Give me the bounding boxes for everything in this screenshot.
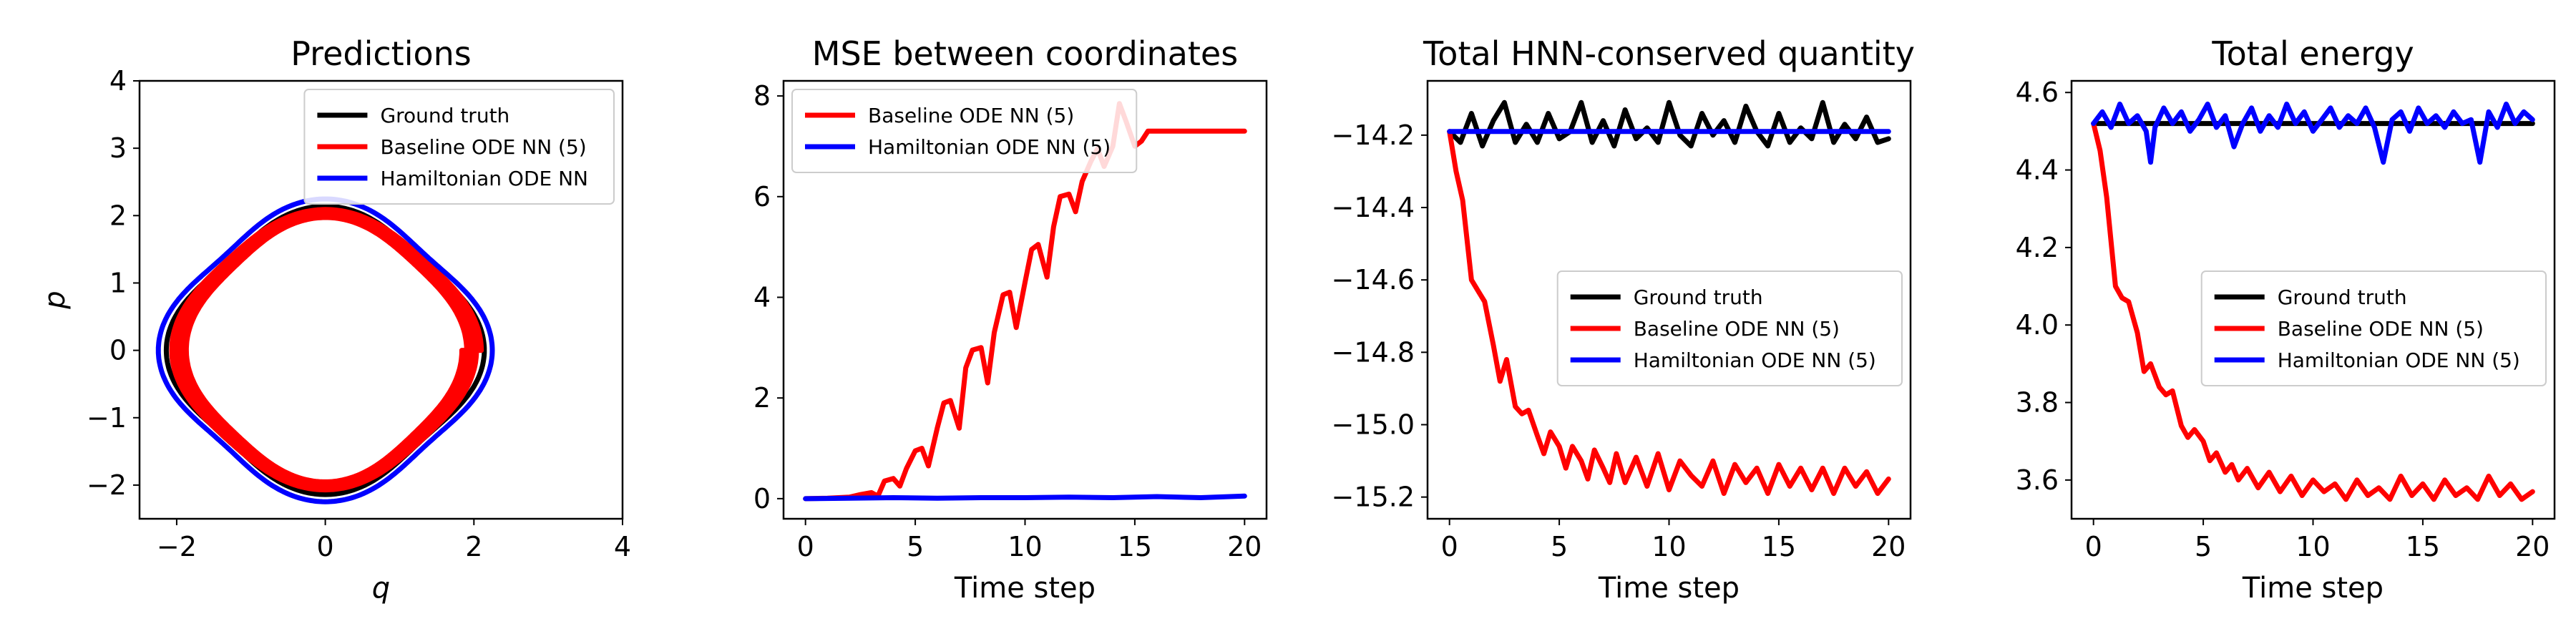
- x-tick-label: 20: [1871, 531, 1906, 562]
- chart-title: Total HNN-conserved quantity: [1423, 34, 1915, 73]
- chart-panel-3: Total HNN-conserved quantity 0 5 10 15 20 −15.…: [1332, 34, 1915, 605]
- chart-title: MSE between coordinates: [812, 34, 1238, 73]
- x-tick-label: 5: [907, 531, 924, 562]
- x-tick-label: 15: [1118, 531, 1152, 562]
- y-tick-label: −14.2: [1332, 119, 1415, 151]
- axes-frame: [1426, 79, 1912, 520]
- y-tick-label: 4.2: [2016, 232, 2059, 263]
- series-line-1: [163, 203, 487, 497]
- x-axis-label: Time step: [1598, 572, 1740, 605]
- x-tick-label: 20: [2515, 531, 2550, 562]
- series-line-2: [1447, 129, 1891, 497]
- series-line-2: [169, 207, 484, 493]
- y-tick-label: −1: [87, 402, 127, 434]
- y-tick-label: 1: [109, 267, 127, 298]
- chart-panel-2: MSE between coordinates 0 5 10 15 20 0 2 4 6 8 Time…: [753, 34, 1268, 605]
- y-tick-label: 2: [109, 200, 127, 231]
- y-tick-label: 3.8: [2016, 387, 2059, 419]
- x-axis-label: Time step: [2242, 572, 2384, 605]
- legend-label: Ground truth: [380, 104, 509, 127]
- x-tick-label: 10: [1652, 531, 1686, 562]
- x-tick-label: 0: [2085, 531, 2102, 562]
- legend: Ground truth Baseline ODE NN (5) Hamiltoni…: [1556, 270, 1903, 386]
- y-tick-label: 4.4: [2016, 155, 2059, 186]
- series-group: [155, 196, 495, 504]
- legend-label: Baseline ODE NN (5): [868, 104, 1074, 127]
- series-line-2: [803, 493, 1247, 502]
- y-tick-label: 4: [753, 281, 771, 313]
- chart-title: Predictions: [291, 34, 471, 73]
- x-tick-label: 15: [1762, 531, 1796, 562]
- y-tick-label: −15.2: [1332, 482, 1415, 513]
- legend: Ground truth Baseline ODE NN (5) Hamiltoni…: [303, 89, 615, 205]
- legend-label: Ground truth: [1634, 286, 1763, 309]
- chart-title: Total energy: [2211, 34, 2414, 73]
- series-line-3: [2091, 102, 2535, 165]
- x-axis-label: q: [372, 572, 390, 605]
- legend-label: Ground truth: [2278, 286, 2407, 309]
- legend-label: Hamiltonian ODE NN (5): [1634, 348, 1876, 372]
- legend-label: Hamiltonian ODE NN (5): [2278, 348, 2520, 372]
- y-tick-label: −14.4: [1332, 192, 1415, 223]
- y-tick-label: 4.6: [2016, 77, 2059, 108]
- y-tick-label: 0: [109, 335, 127, 366]
- series-group: [1447, 99, 1891, 497]
- y-tick-label: 4: [109, 65, 127, 97]
- series-group: [803, 101, 1247, 502]
- x-tick-label: 0: [317, 531, 334, 562]
- chart-panel-1: Predictions −2 0 2 4 −2 −1 0 1 2 3 4 q p Ground truth B…: [39, 34, 631, 605]
- y-tick-label: 8: [753, 80, 771, 112]
- series-line-1: [803, 101, 1247, 502]
- legend: Baseline ODE NN (5) Hamiltonian ODE NN (5…: [791, 89, 1138, 173]
- x-tick-label: −2: [157, 531, 197, 562]
- x-tick-label: 0: [797, 531, 814, 562]
- y-tick-label: −15.0: [1332, 409, 1415, 440]
- legend-label: Baseline ODE NN (5): [1634, 317, 1840, 341]
- legend-label: Hamiltonian ODE NN: [380, 167, 588, 190]
- y-axis-label: p: [39, 291, 72, 309]
- y-tick-label: −14.8: [1332, 336, 1415, 368]
- legend-label: Baseline ODE NN (5): [2278, 317, 2484, 341]
- x-tick-label: 10: [1008, 531, 1042, 562]
- x-tick-label: 5: [1551, 531, 1568, 562]
- y-tick-label: 4.0: [2016, 309, 2059, 341]
- series-line-3: [155, 196, 495, 504]
- y-tick-label: −14.6: [1332, 264, 1415, 296]
- legend-label: Baseline ODE NN (5): [380, 135, 586, 159]
- x-tick-label: 20: [1227, 531, 1262, 562]
- axes-frame: [2070, 79, 2556, 520]
- x-axis-label: Time step: [954, 572, 1096, 605]
- y-tick-label: 0: [753, 483, 771, 514]
- y-tick-label: −2: [87, 469, 127, 501]
- x-tick-label: 0: [1441, 531, 1458, 562]
- chart-panel-4: Total energy 0 5 10 15 20 3.6 3.8 4.0 4.2 4.4 4.6 Ti…: [2016, 34, 2556, 605]
- x-tick-label: 4: [614, 531, 631, 562]
- series-line-2: [2091, 121, 2535, 502]
- x-tick-label: 5: [2195, 531, 2212, 562]
- y-tick-label: 2: [753, 382, 771, 414]
- y-tick-label: 6: [753, 181, 771, 213]
- axes-frame: [782, 79, 1268, 520]
- x-tick-label: 15: [2406, 531, 2440, 562]
- x-tick-label: 2: [465, 531, 482, 562]
- series-group: [2091, 102, 2535, 502]
- legend: Ground truth Baseline ODE NN (5) Hamiltoni…: [2200, 270, 2547, 386]
- series-line-1: [1447, 99, 1891, 149]
- y-tick-label: 3.6: [2016, 464, 2059, 496]
- axes-frame: [138, 79, 624, 520]
- legend-label: Hamiltonian ODE NN (5): [868, 135, 1111, 159]
- x-tick-label: 10: [2296, 531, 2330, 562]
- y-tick-label: 3: [109, 132, 127, 164]
